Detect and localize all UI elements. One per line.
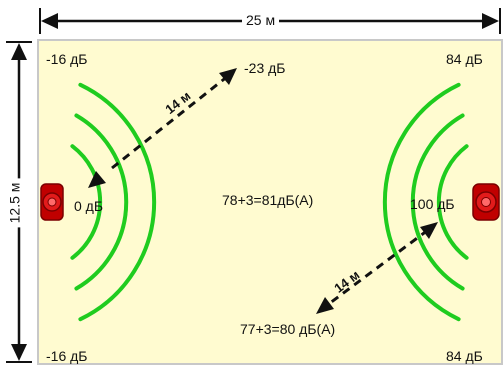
left-sound-waves [70,82,157,322]
center-note: 78+3=81дБ(А) [222,192,314,208]
corner-label-top-left: -16 дБ [46,51,88,67]
corner-label-bottom-left: -16 дБ [46,348,88,364]
height-label: 12.5 м [6,178,22,228]
top-result-label: -23 дБ [244,60,286,76]
right-speaker-icon [472,183,500,221]
bottom-result-label: 77+3=80 дБ(А) [240,321,336,337]
right-sound-waves [382,82,469,322]
width-label: 25 м [242,13,280,27]
corner-label-top-right: 84 дБ [446,51,483,67]
corner-label-bottom-right: 84 дБ [446,348,483,364]
room-floor [37,39,503,365]
top-distance-arrow [88,68,237,188]
right-source-level: 100 дБ [410,196,455,212]
left-source-level: 0 дБ [74,198,104,214]
left-speaker-icon [40,183,64,221]
bottom-distance-arrow [316,222,438,314]
